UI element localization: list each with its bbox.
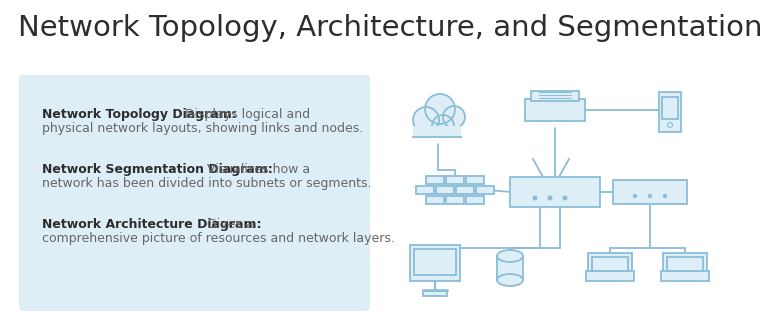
- FancyBboxPatch shape: [586, 271, 634, 281]
- Circle shape: [443, 106, 465, 128]
- FancyBboxPatch shape: [663, 253, 707, 275]
- FancyBboxPatch shape: [410, 245, 460, 281]
- FancyBboxPatch shape: [588, 253, 632, 275]
- FancyBboxPatch shape: [416, 186, 434, 194]
- FancyBboxPatch shape: [510, 177, 600, 207]
- FancyBboxPatch shape: [613, 180, 687, 204]
- Text: Gives a: Gives a: [203, 218, 253, 231]
- FancyBboxPatch shape: [426, 196, 444, 204]
- FancyBboxPatch shape: [423, 290, 447, 295]
- Circle shape: [548, 195, 552, 201]
- FancyBboxPatch shape: [661, 271, 709, 281]
- Circle shape: [562, 195, 568, 201]
- FancyBboxPatch shape: [662, 97, 678, 119]
- FancyBboxPatch shape: [466, 176, 484, 184]
- Circle shape: [633, 194, 637, 198]
- FancyBboxPatch shape: [525, 99, 585, 121]
- FancyBboxPatch shape: [466, 196, 484, 204]
- Text: physical network layouts, showing links and nodes.: physical network layouts, showing links …: [42, 122, 363, 135]
- FancyBboxPatch shape: [426, 176, 444, 184]
- Text: Displays logical and: Displays logical and: [180, 108, 310, 121]
- FancyBboxPatch shape: [476, 186, 494, 194]
- FancyBboxPatch shape: [436, 186, 454, 194]
- FancyBboxPatch shape: [413, 126, 461, 138]
- Ellipse shape: [497, 274, 523, 286]
- Circle shape: [667, 122, 673, 127]
- Circle shape: [532, 195, 538, 201]
- FancyBboxPatch shape: [497, 256, 523, 280]
- Circle shape: [413, 107, 439, 133]
- FancyBboxPatch shape: [592, 257, 628, 271]
- FancyBboxPatch shape: [659, 92, 681, 132]
- Text: Network Topology, Architecture, and Segmentation Diagrams: Network Topology, Architecture, and Segm…: [18, 14, 768, 42]
- FancyBboxPatch shape: [456, 186, 474, 194]
- FancyBboxPatch shape: [446, 176, 464, 184]
- FancyBboxPatch shape: [531, 91, 579, 101]
- Text: Network Topology Diagram:: Network Topology Diagram:: [42, 108, 237, 121]
- FancyBboxPatch shape: [414, 249, 456, 275]
- FancyBboxPatch shape: [667, 257, 703, 271]
- Circle shape: [432, 115, 454, 137]
- Circle shape: [647, 194, 652, 198]
- FancyBboxPatch shape: [19, 75, 370, 311]
- Text: comprehensive picture of resources and network layers.: comprehensive picture of resources and n…: [42, 232, 395, 245]
- FancyBboxPatch shape: [446, 196, 464, 204]
- Text: Visualizes how a: Visualizes how a: [203, 163, 310, 176]
- Text: network has been divided into subnets or segments.: network has been divided into subnets or…: [42, 177, 372, 190]
- Text: Network Architecture Diagram:: Network Architecture Diagram:: [42, 218, 261, 231]
- Circle shape: [425, 94, 455, 124]
- Circle shape: [663, 194, 667, 198]
- Ellipse shape: [497, 250, 523, 262]
- Text: Network Segmentation Diagram:: Network Segmentation Diagram:: [42, 163, 273, 176]
